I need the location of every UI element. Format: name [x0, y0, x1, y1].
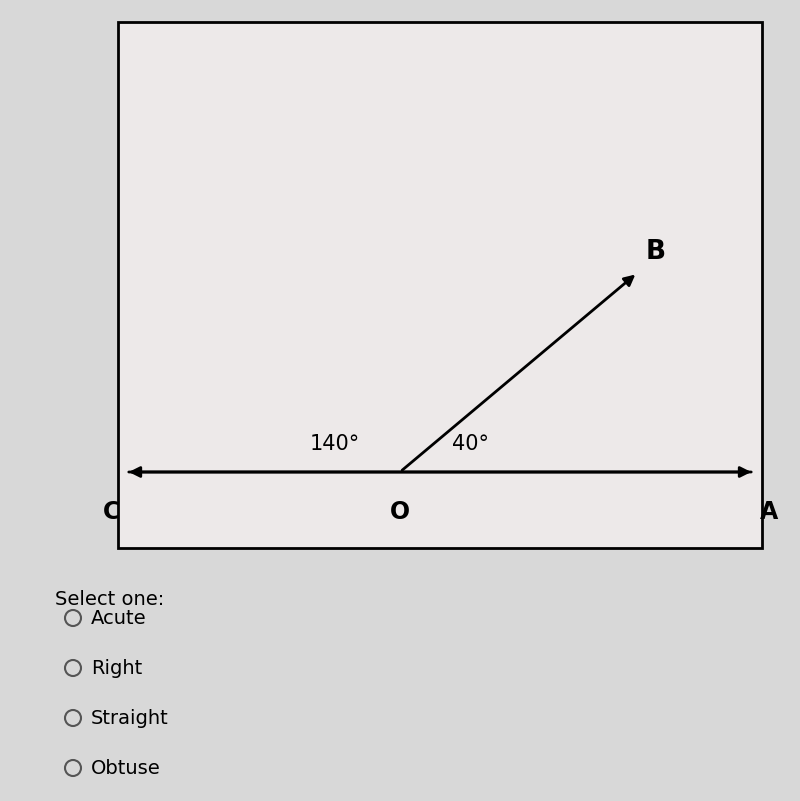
Text: B: B [646, 239, 666, 265]
Text: Obtuse: Obtuse [91, 759, 161, 778]
Text: C: C [102, 500, 120, 524]
Bar [118, 22, 762, 548]
Text: Acute: Acute [91, 609, 146, 627]
Text: Select one:: Select one: [55, 590, 164, 609]
Text: 140°: 140° [310, 434, 360, 454]
Text: Straight: Straight [91, 709, 169, 727]
Text: Right: Right [91, 658, 142, 678]
Text: A: A [760, 500, 778, 524]
Text: O: O [390, 500, 410, 524]
Text: 40°: 40° [452, 434, 489, 454]
